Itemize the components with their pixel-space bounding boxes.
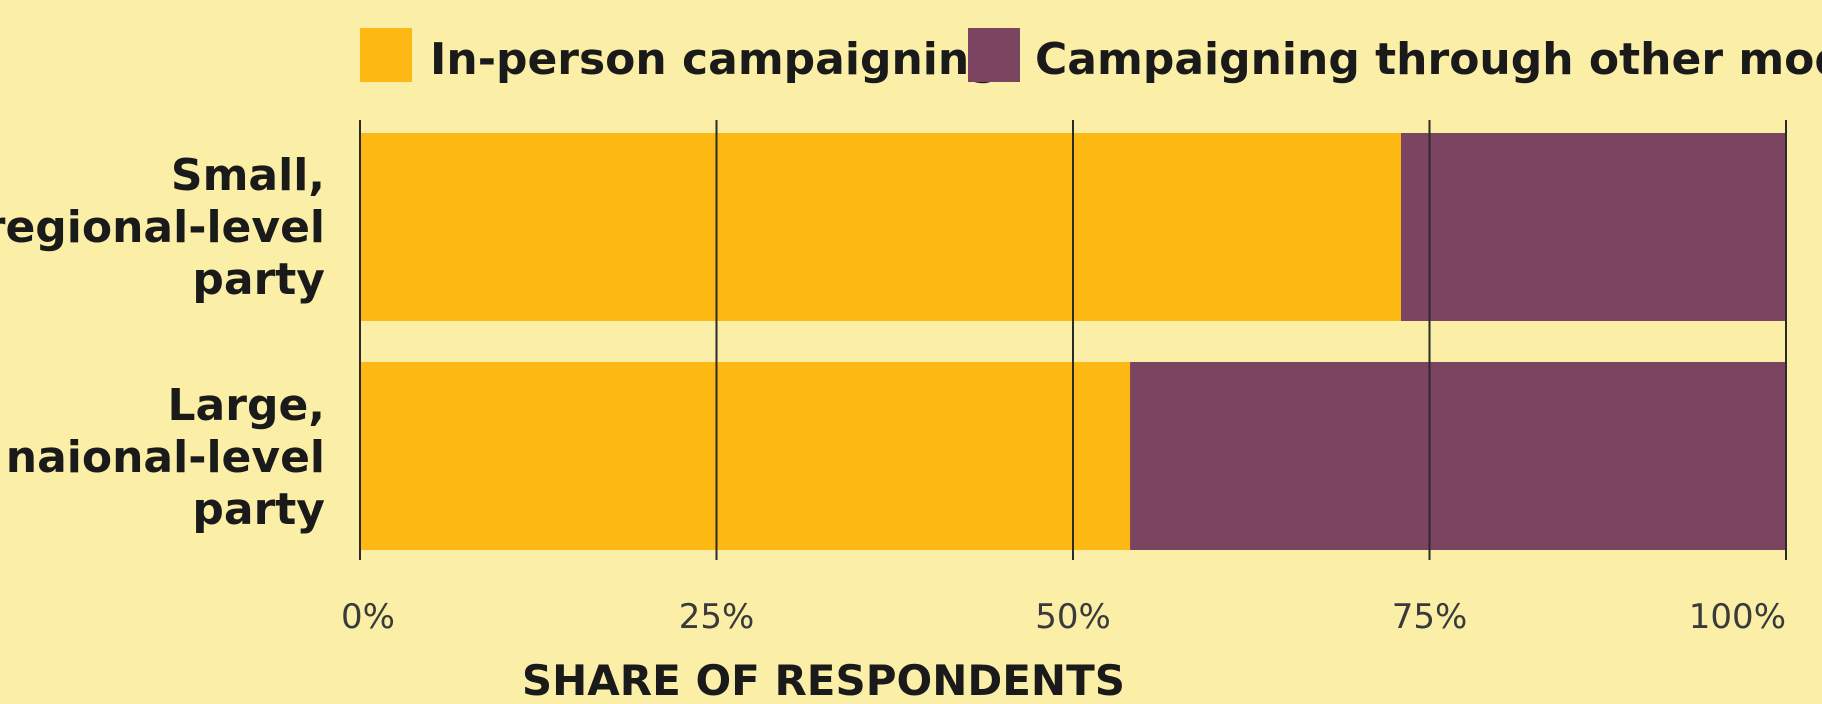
category-labels: Small,regional-levelpartyLarge,naional-l… (0, 150, 325, 535)
category-label-line: Large, (168, 380, 325, 431)
x-tick-label: 50% (1035, 597, 1111, 637)
legend-label-2: Campaigning through other modes (1035, 34, 1822, 85)
category-label-line: party (192, 254, 325, 305)
bar-large-party-series-2 (1130, 362, 1786, 550)
x-tick-label: 75% (1392, 597, 1468, 637)
gridlines (359, 120, 1787, 560)
category-label-line: naional-level (6, 432, 325, 483)
category-label-line: party (192, 484, 325, 535)
category-label-line: Small, (171, 150, 325, 201)
bars-layer (360, 133, 1786, 550)
legend-label-1: In-person campaigning (430, 34, 1001, 85)
bar-small-party-series-2 (1400, 133, 1786, 321)
x-axis-title: SHARE OF RESPONDENTS (522, 656, 1125, 704)
legend: In-person campaigning Campaigning through… (360, 28, 1822, 85)
x-tick-label: 0% (341, 597, 395, 637)
bar-large-party-series-1 (360, 362, 1131, 550)
x-axis-ticks: 0% 25% 50% 75% 100% (341, 597, 1786, 637)
legend-swatch-2 (968, 28, 1020, 82)
bar-small-party-series-1 (360, 133, 1401, 321)
legend-swatch-1 (360, 28, 412, 82)
x-tick-label: 100% (1689, 597, 1786, 637)
x-tick-label: 25% (679, 597, 755, 637)
category-label-line: regional-level (0, 202, 325, 253)
